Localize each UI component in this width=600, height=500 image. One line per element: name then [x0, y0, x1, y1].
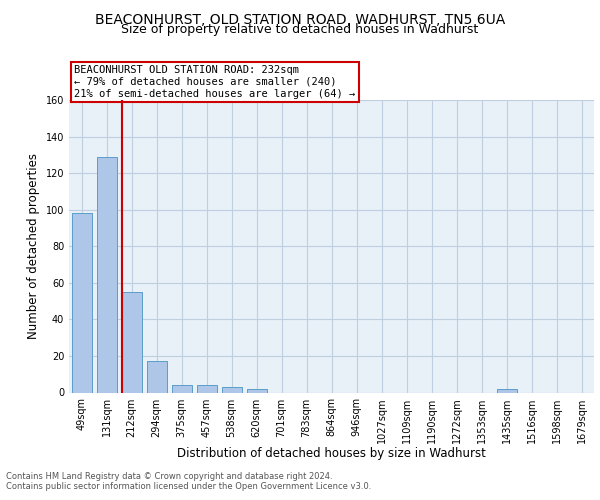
Bar — [71, 214, 91, 392]
Bar — [172, 385, 191, 392]
Y-axis label: Number of detached properties: Number of detached properties — [27, 153, 40, 340]
Bar — [221, 387, 241, 392]
Bar — [197, 385, 217, 392]
Text: Size of property relative to detached houses in Wadhurst: Size of property relative to detached ho… — [121, 22, 479, 36]
Text: BEACONHURST OLD STATION ROAD: 232sqm
← 79% of detached houses are smaller (240)
: BEACONHURST OLD STATION ROAD: 232sqm ← 7… — [74, 66, 355, 98]
Text: BEACONHURST, OLD STATION ROAD, WADHURST, TN5 6UA: BEACONHURST, OLD STATION ROAD, WADHURST,… — [95, 12, 505, 26]
Bar — [497, 389, 517, 392]
Text: Contains public sector information licensed under the Open Government Licence v3: Contains public sector information licen… — [6, 482, 371, 491]
Bar — [97, 156, 116, 392]
Text: Contains HM Land Registry data © Crown copyright and database right 2024.: Contains HM Land Registry data © Crown c… — [6, 472, 332, 481]
Bar — [121, 292, 142, 392]
Bar — [247, 389, 266, 392]
Bar — [146, 362, 167, 392]
X-axis label: Distribution of detached houses by size in Wadhurst: Distribution of detached houses by size … — [177, 447, 486, 460]
